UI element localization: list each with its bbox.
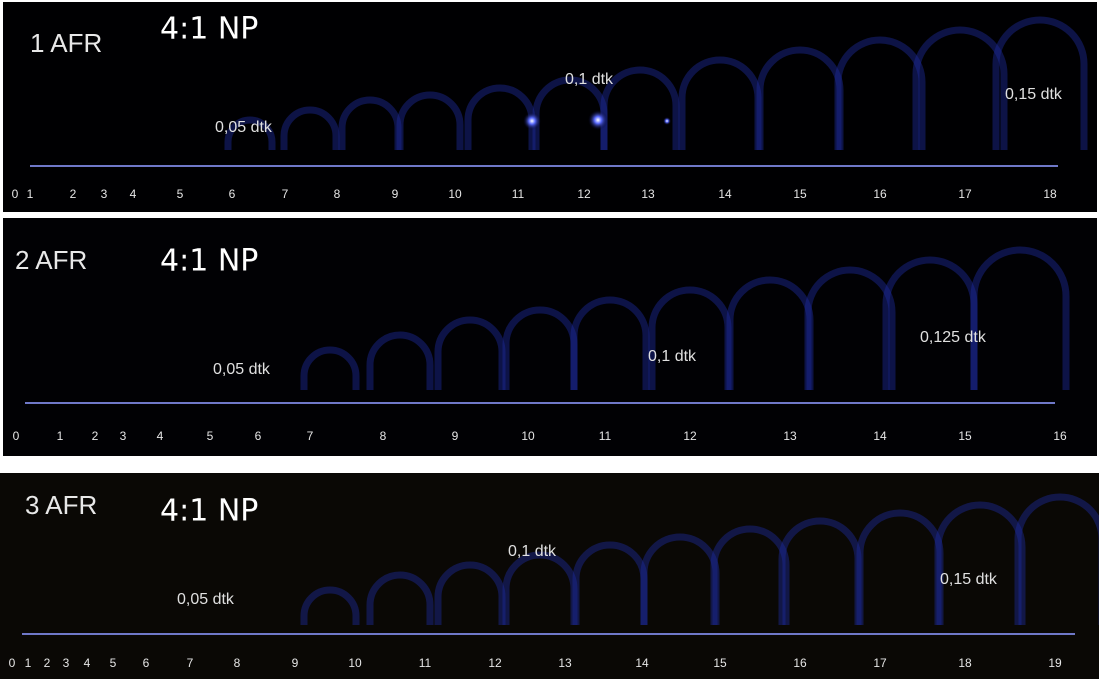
ruler-label: 8: [334, 187, 341, 201]
ruler-label: 3: [120, 429, 127, 443]
ruler-label: 17: [873, 656, 887, 670]
time-label: 0,125 dtk: [920, 329, 987, 346]
time-label: 0,15 dtk: [940, 571, 998, 588]
ruler-label: 14: [718, 187, 732, 201]
ruler-label: 11: [599, 429, 612, 443]
ruler-label: 16: [873, 187, 887, 201]
time-label: 0,1 dtk: [648, 348, 697, 365]
ruler-label: 18: [1043, 187, 1057, 201]
ruler-label: 8: [380, 429, 387, 443]
ruler-label: 4: [157, 429, 164, 443]
ruler-label: 14: [635, 656, 649, 670]
ruler-label: 9: [452, 429, 459, 443]
ruler-label: 10: [521, 429, 535, 443]
ruler-label: 15: [713, 656, 727, 670]
time-label: 0,05 dtk: [215, 119, 273, 136]
flame-spot: [523, 112, 541, 130]
ruler-label: 10: [448, 187, 462, 201]
ruler-label: 1: [25, 656, 32, 670]
flame-spot: [663, 117, 671, 125]
ruler-label: 15: [793, 187, 807, 201]
ruler-label: 17: [958, 187, 972, 201]
panel-label: 1 AFR: [30, 28, 102, 58]
ruler-label: 0: [12, 187, 19, 201]
ruler-label: 11: [419, 656, 432, 670]
ruler-label: 5: [110, 656, 117, 670]
flame-spot: [588, 110, 608, 130]
time-label: 0,05 dtk: [177, 591, 235, 608]
ruler-label: 0: [13, 429, 20, 443]
ruler-label: 1: [57, 429, 64, 443]
ruler-label: 7: [187, 656, 194, 670]
time-label: 0,1 dtk: [565, 71, 614, 88]
ruler-label: 0: [9, 656, 16, 670]
ruler-label: 8: [234, 656, 241, 670]
ruler-label: 9: [292, 656, 299, 670]
ruler-label: 15: [958, 429, 972, 443]
ruler-label: 9: [392, 187, 399, 201]
ruler-label: 2: [92, 429, 99, 443]
ruler-label: 12: [488, 656, 502, 670]
ruler-label: 18: [958, 656, 972, 670]
time-label: 0,05 dtk: [213, 361, 271, 378]
ruler-label: 12: [577, 187, 591, 201]
ruler-label: 2: [44, 656, 51, 670]
time-label: 0,1 dtk: [508, 543, 557, 560]
ruler-label: 10: [348, 656, 362, 670]
ruler-label: 19: [1048, 656, 1062, 670]
panel-label: 3 AFR: [25, 490, 97, 520]
ruler-label: 3: [63, 656, 70, 670]
time-label: 0,15 dtk: [1005, 86, 1063, 103]
ruler-label: 11: [512, 187, 525, 201]
panel-label: 2 AFR: [15, 245, 87, 275]
ruler-label: 5: [177, 187, 184, 201]
ruler-label: 3: [101, 187, 108, 201]
ruler-label: 16: [793, 656, 807, 670]
page: {"panels": [ {"label": "1 AFR", "ratio":…: [0, 0, 1099, 679]
ratio-label: 4:1 NP: [160, 494, 258, 529]
ruler-label: 7: [282, 187, 289, 201]
ruler-label: 4: [130, 187, 137, 201]
figure: 1 AFR4:1 NP0,05 dtk0,1 dtk0,15 dtk012345…: [0, 0, 1099, 679]
ruler-label: 13: [558, 656, 572, 670]
ruler-label: 4: [84, 656, 91, 670]
ruler-label: 7: [307, 429, 314, 443]
ruler-label: 13: [783, 429, 797, 443]
ruler-label: 1: [27, 187, 34, 201]
ruler-label: 16: [1053, 429, 1067, 443]
ratio-label: 4:1 NP: [160, 244, 258, 279]
ruler-label: 2: [70, 187, 77, 201]
ruler-label: 12: [683, 429, 697, 443]
ruler-label: 6: [143, 656, 150, 670]
ruler-label: 6: [255, 429, 262, 443]
ruler-label: 5: [207, 429, 214, 443]
ruler-label: 14: [873, 429, 887, 443]
ruler-label: 13: [641, 187, 655, 201]
ruler-label: 6: [229, 187, 236, 201]
ratio-label: 4:1 NP: [160, 12, 258, 47]
